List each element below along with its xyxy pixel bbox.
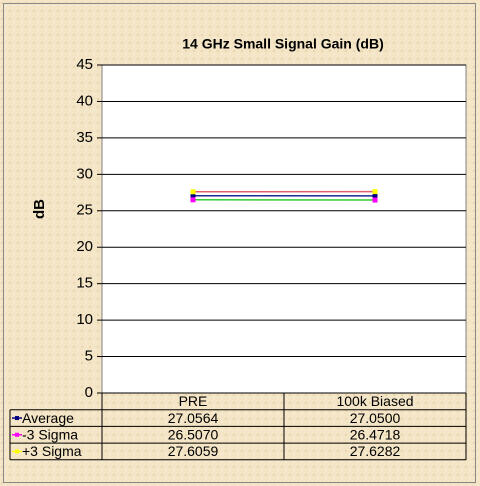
legend-label: +3 Sigma <box>22 443 82 459</box>
y-axis-label: dB <box>31 199 48 219</box>
x-tick-label: PRE <box>179 393 208 409</box>
y-tick-label: 35 <box>76 129 93 146</box>
marker <box>190 197 196 203</box>
y-tick-label: 10 <box>76 311 93 328</box>
legend-label: -3 Sigma <box>22 426 78 442</box>
table-value: 27.0500 <box>350 410 401 426</box>
y-tick-label: 20 <box>76 238 93 255</box>
legend-marker <box>15 416 19 421</box>
y-tick-label: 25 <box>76 202 93 219</box>
marker <box>372 197 378 203</box>
table-value: 26.5070 <box>168 426 219 442</box>
table-value: 27.0564 <box>168 410 219 426</box>
chart-title: 14 GHz Small Signal Gain (dB) <box>182 36 383 52</box>
marker <box>372 193 378 199</box>
x-tick-label: 100k Biased <box>336 393 413 409</box>
legend-label: Average <box>22 410 74 426</box>
marker <box>372 189 378 195</box>
legend-marker <box>15 432 19 437</box>
y-tick-label: 45 <box>76 56 93 73</box>
marker <box>190 189 196 195</box>
table-value: 27.6282 <box>350 443 401 459</box>
marker <box>190 193 196 199</box>
y-tick-label: 0 <box>85 384 93 401</box>
plot-area <box>101 64 467 394</box>
legend-marker <box>15 449 19 454</box>
table-value: 27.6059 <box>168 443 219 459</box>
y-tick-label: 40 <box>76 92 93 109</box>
y-tick-label: 5 <box>85 348 93 365</box>
y-tick-label: 30 <box>76 165 93 182</box>
chart-border <box>3 3 476 483</box>
table-value: 26.4718 <box>350 426 401 442</box>
y-tick-label: 15 <box>76 275 93 292</box>
